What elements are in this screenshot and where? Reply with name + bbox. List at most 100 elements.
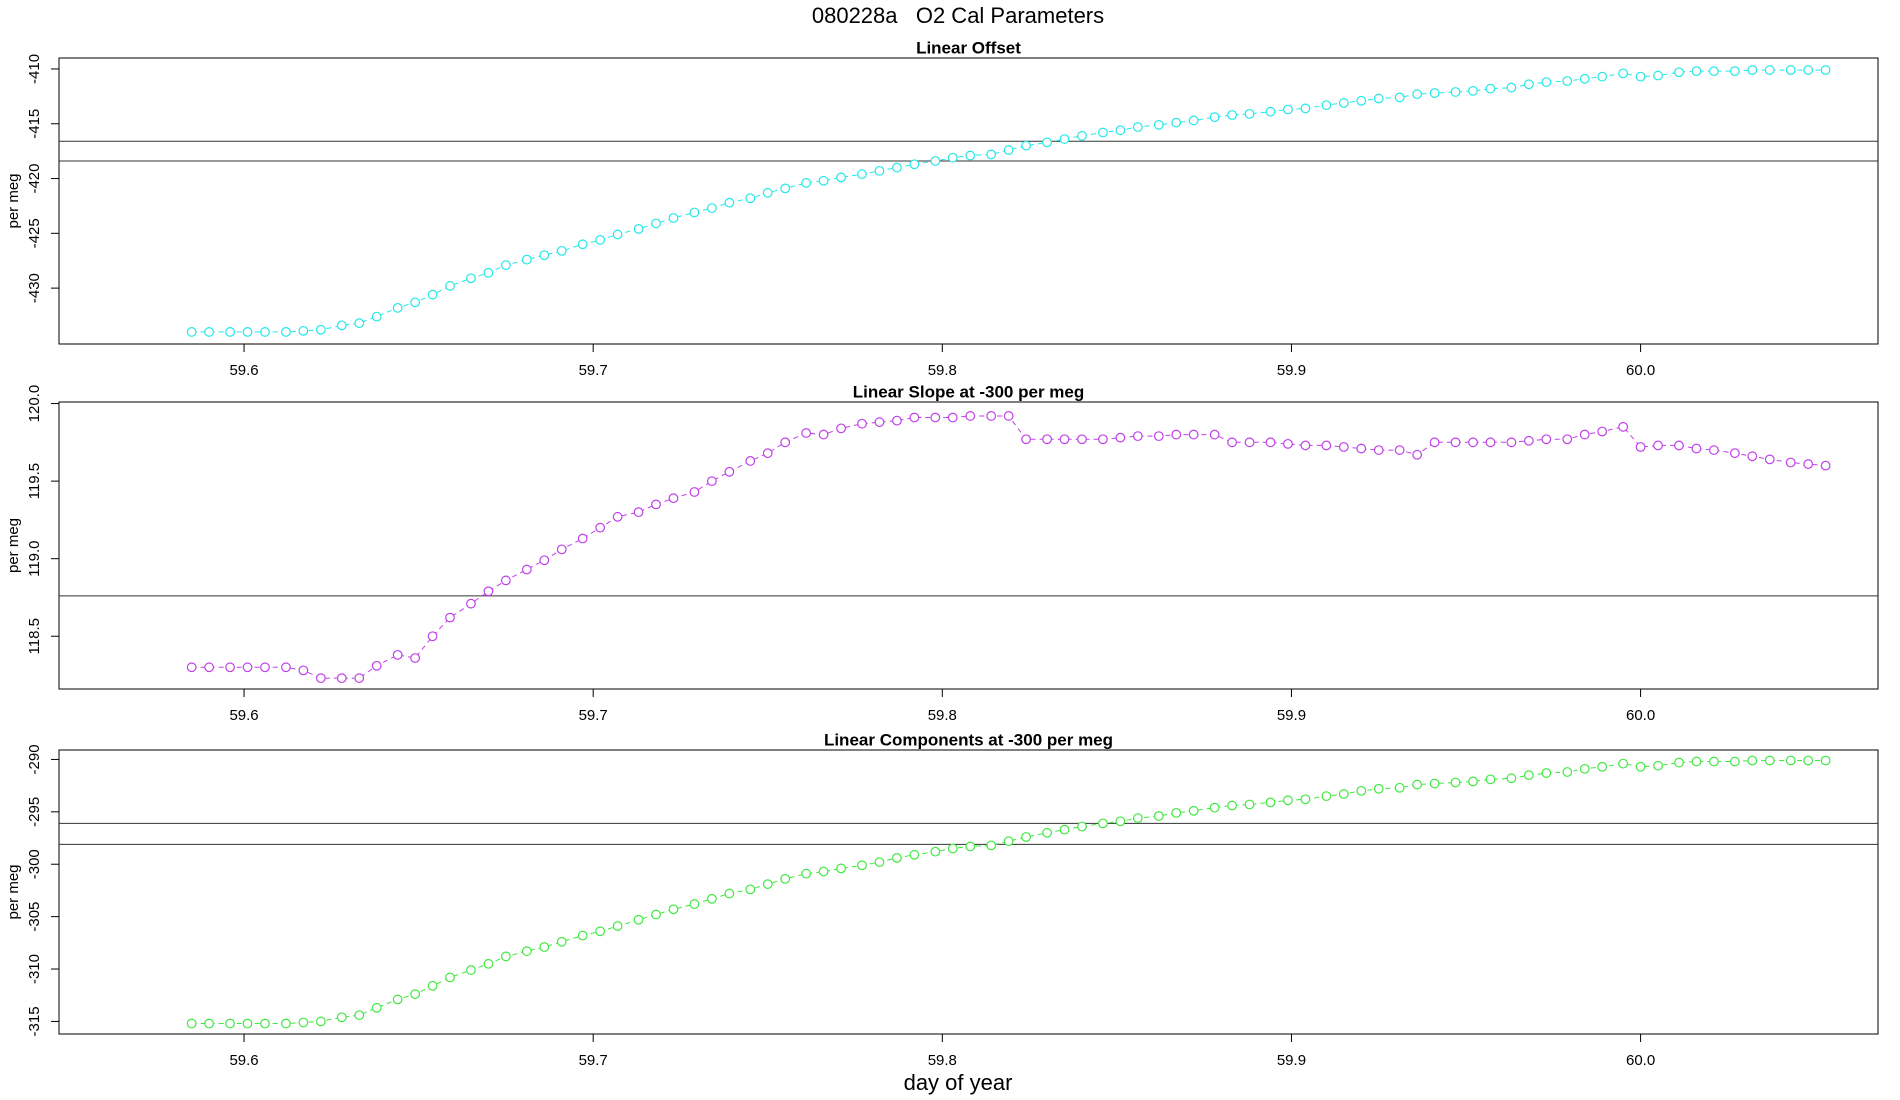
point: [427, 289, 438, 300]
point: [1674, 757, 1684, 768]
point: [336, 673, 347, 684]
point: [857, 418, 867, 429]
point: [1227, 110, 1237, 120]
point: [1077, 434, 1087, 445]
point: [1412, 449, 1423, 460]
point: [1468, 85, 1478, 96]
point: [298, 665, 309, 676]
plot-frame: [58, 57, 1879, 345]
point: [668, 904, 679, 915]
point: [1321, 100, 1332, 111]
point: [539, 942, 550, 952]
x-tick-label: 59.7: [579, 707, 608, 724]
y-tick-label: -305: [26, 902, 43, 932]
y-axis-label: per meg: [5, 518, 22, 573]
point: [298, 325, 309, 336]
y-tick-label: 118.5: [26, 618, 43, 654]
point: [1394, 782, 1405, 793]
point: [281, 327, 291, 337]
point: [1373, 445, 1384, 455]
point: [1171, 807, 1182, 818]
point: [371, 660, 382, 671]
point: [371, 1002, 382, 1013]
point: [780, 183, 791, 194]
point: [577, 930, 588, 941]
point: [1468, 437, 1478, 448]
point: [1003, 836, 1014, 847]
point: [1412, 779, 1423, 790]
point: [1450, 87, 1461, 97]
point: [354, 673, 365, 684]
point: [1653, 440, 1663, 451]
point: [1597, 761, 1608, 772]
point: [445, 281, 455, 291]
point: [874, 417, 885, 428]
point: [1485, 83, 1496, 94]
point: [818, 175, 829, 186]
point: [1338, 789, 1349, 799]
point: [780, 874, 791, 884]
point: [1356, 95, 1367, 106]
point: [1691, 756, 1702, 767]
point: [1785, 65, 1796, 75]
point: [1803, 755, 1814, 766]
point: [427, 631, 438, 642]
point: [1042, 137, 1052, 148]
point: [521, 254, 532, 265]
point: [1412, 89, 1423, 100]
point: [909, 159, 920, 170]
point: [1132, 813, 1143, 824]
point: [1098, 434, 1108, 445]
point: [1429, 437, 1440, 448]
point: [1394, 445, 1405, 455]
page-title: 080228a O2 Cal Parameters: [812, 3, 1104, 28]
point: [315, 324, 326, 335]
point: [521, 946, 532, 957]
point: [1356, 443, 1367, 454]
series-line: [191, 69, 1826, 333]
point: [1021, 140, 1032, 151]
panel-title: Linear Slope at -300 per meg: [853, 382, 1084, 401]
point: [818, 429, 829, 440]
panel-title: Linear Offset: [916, 38, 1021, 57]
point: [1153, 811, 1164, 821]
point: [1227, 800, 1237, 811]
x-tick-label: 59.6: [229, 362, 258, 379]
point: [651, 218, 661, 229]
point: [930, 846, 941, 857]
point: [1244, 799, 1255, 810]
point: [281, 1018, 291, 1029]
point: [1450, 437, 1461, 448]
x-tick-label: 59.7: [579, 1052, 608, 1069]
point: [1300, 794, 1311, 805]
point: [1691, 443, 1702, 454]
point: [633, 507, 644, 518]
point: [836, 172, 846, 183]
y-tick-label: -310: [26, 954, 43, 984]
point: [612, 229, 623, 240]
point: [1541, 77, 1552, 88]
point: [1618, 758, 1629, 769]
point: [1188, 429, 1199, 440]
point: [745, 456, 756, 466]
point: [1485, 437, 1496, 448]
point: [260, 662, 270, 673]
point: [1429, 88, 1440, 98]
point: [1300, 440, 1311, 451]
point: [724, 197, 735, 208]
point: [1785, 457, 1796, 468]
point: [186, 662, 197, 673]
point: [1764, 454, 1775, 465]
point: [836, 863, 846, 874]
point: [1115, 125, 1126, 136]
point: [225, 327, 235, 337]
point: [1077, 130, 1087, 141]
point: [336, 320, 347, 331]
point: [445, 612, 455, 623]
point: [225, 662, 235, 673]
point: [1003, 145, 1014, 155]
point: [1188, 805, 1199, 816]
point: [1523, 79, 1534, 90]
point: [836, 423, 846, 434]
x-tick-label: 59.9: [1277, 362, 1306, 379]
